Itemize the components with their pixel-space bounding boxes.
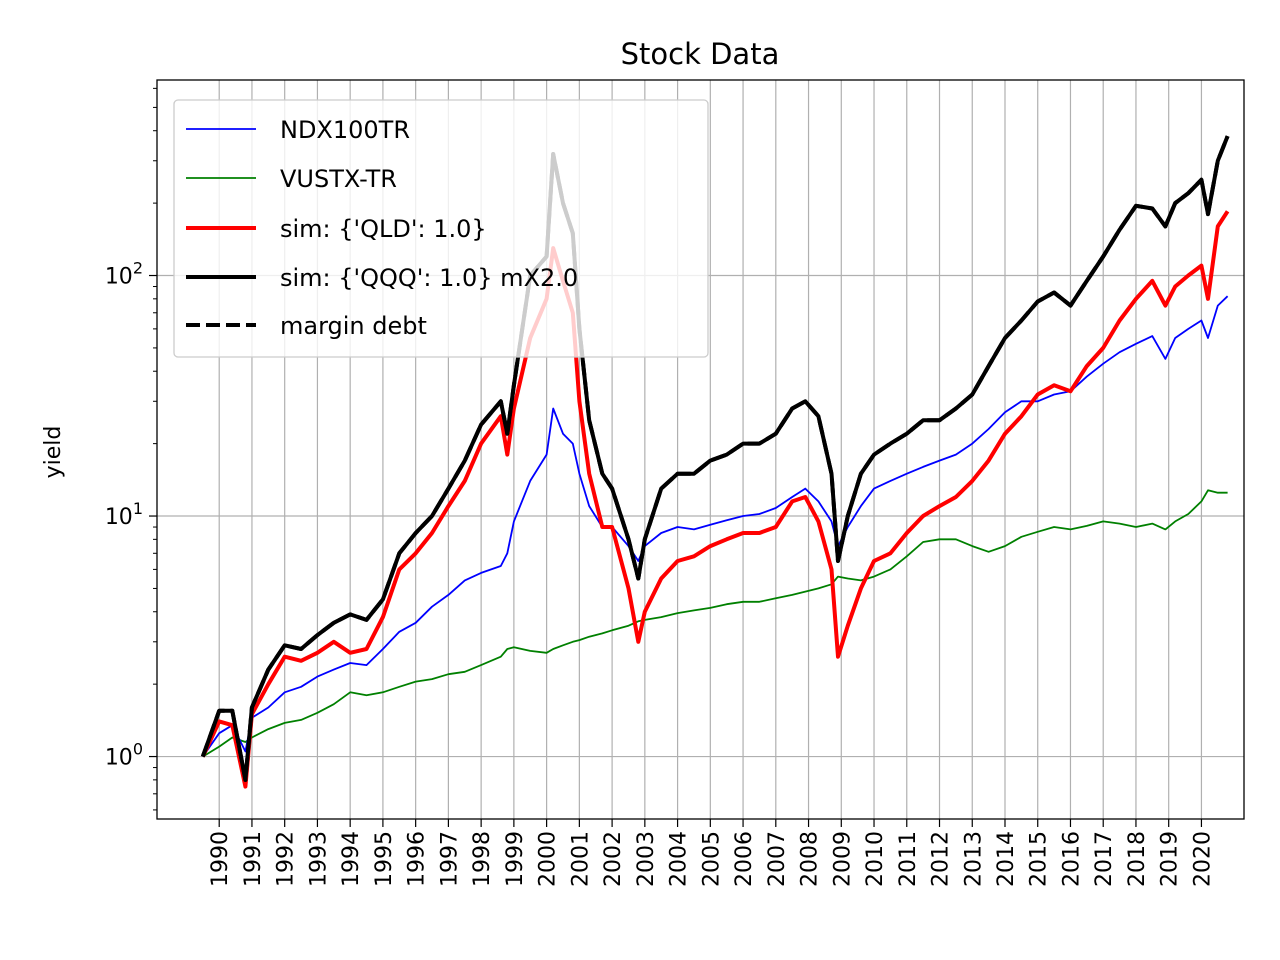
y-axis-ticks: 100 101 102 xyxy=(105,87,157,811)
x-tick-label: 1999 xyxy=(503,831,528,887)
x-tick-label: 2018 xyxy=(1125,831,1150,887)
x-tick-label: 2007 xyxy=(765,831,790,887)
legend-label-margin-debt: margin debt xyxy=(280,312,427,340)
x-tick-label: 1991 xyxy=(241,831,266,887)
series-line-vustx-tr xyxy=(202,489,1228,758)
x-tick-label: 2008 xyxy=(798,831,823,887)
x-tick-label: 2016 xyxy=(1059,831,1084,887)
plot-frame xyxy=(156,79,1245,820)
x-tick-label: 2014 xyxy=(994,831,1019,887)
x-tick-label: 1997 xyxy=(437,831,462,887)
legend: NDX100TR VUSTX-TR sim: {'QLD': 1.0} sim:… xyxy=(173,99,709,358)
x-tick-label: 2019 xyxy=(1158,831,1183,887)
x-axis-ticks: 1990 1991 1992 1993 1994 1995 1996 1997 1998 1999… xyxy=(208,819,1215,887)
x-tick-label: 1995 xyxy=(372,831,397,887)
x-tick-label: 2013 xyxy=(961,831,986,887)
legend-label-ndx100tr: NDX100TR xyxy=(280,116,410,144)
legend-label-vustx-tr: VUSTX-TR xyxy=(280,165,397,193)
legend-label-sim-qqq: sim: {'QQQ': 1.0} mX2.0 xyxy=(280,264,578,292)
x-tick-label: 2010 xyxy=(863,831,888,887)
chart-title: Stock Data xyxy=(621,37,780,71)
x-tick-label: 2000 xyxy=(536,831,561,887)
series-lines xyxy=(200,135,1230,789)
legend-label-sim-qld: sim: {'QLD': 1.0} xyxy=(280,215,487,243)
y-tick-label: 101 xyxy=(105,499,143,530)
x-tick-label: 2003 xyxy=(634,831,659,887)
y-tick-label: 100 xyxy=(105,740,143,771)
x-tick-label: 2020 xyxy=(1190,831,1215,887)
x-tick-label: 2004 xyxy=(667,831,692,887)
x-tick-label: 2017 xyxy=(1092,831,1117,887)
x-tick-label: 1992 xyxy=(274,831,299,887)
x-tick-label: 2009 xyxy=(830,831,855,887)
x-tick-label: 2015 xyxy=(1027,831,1052,887)
legend-box xyxy=(173,99,709,358)
x-tick-label: 2001 xyxy=(568,831,593,887)
y-tick-label: 102 xyxy=(105,259,143,290)
x-tick-label: 2005 xyxy=(699,831,724,887)
x-tick-label: 2006 xyxy=(732,831,757,887)
x-tick-label: 2002 xyxy=(601,831,626,887)
x-tick-label: 1996 xyxy=(405,831,430,887)
series-line-margin-debt xyxy=(200,135,1230,782)
x-tick-label: 1993 xyxy=(306,831,331,887)
y-axis-label: yield xyxy=(41,426,66,479)
x-tick-label: 1998 xyxy=(470,831,495,887)
x-tick-label: 1994 xyxy=(339,831,364,887)
x-tick-label: 1990 xyxy=(208,831,233,887)
series-line-sim-qld-1-0 xyxy=(200,210,1230,789)
x-tick-label: 2011 xyxy=(896,831,921,887)
series-line-ndx100tr xyxy=(202,295,1229,758)
x-tick-label: 2012 xyxy=(929,831,954,887)
